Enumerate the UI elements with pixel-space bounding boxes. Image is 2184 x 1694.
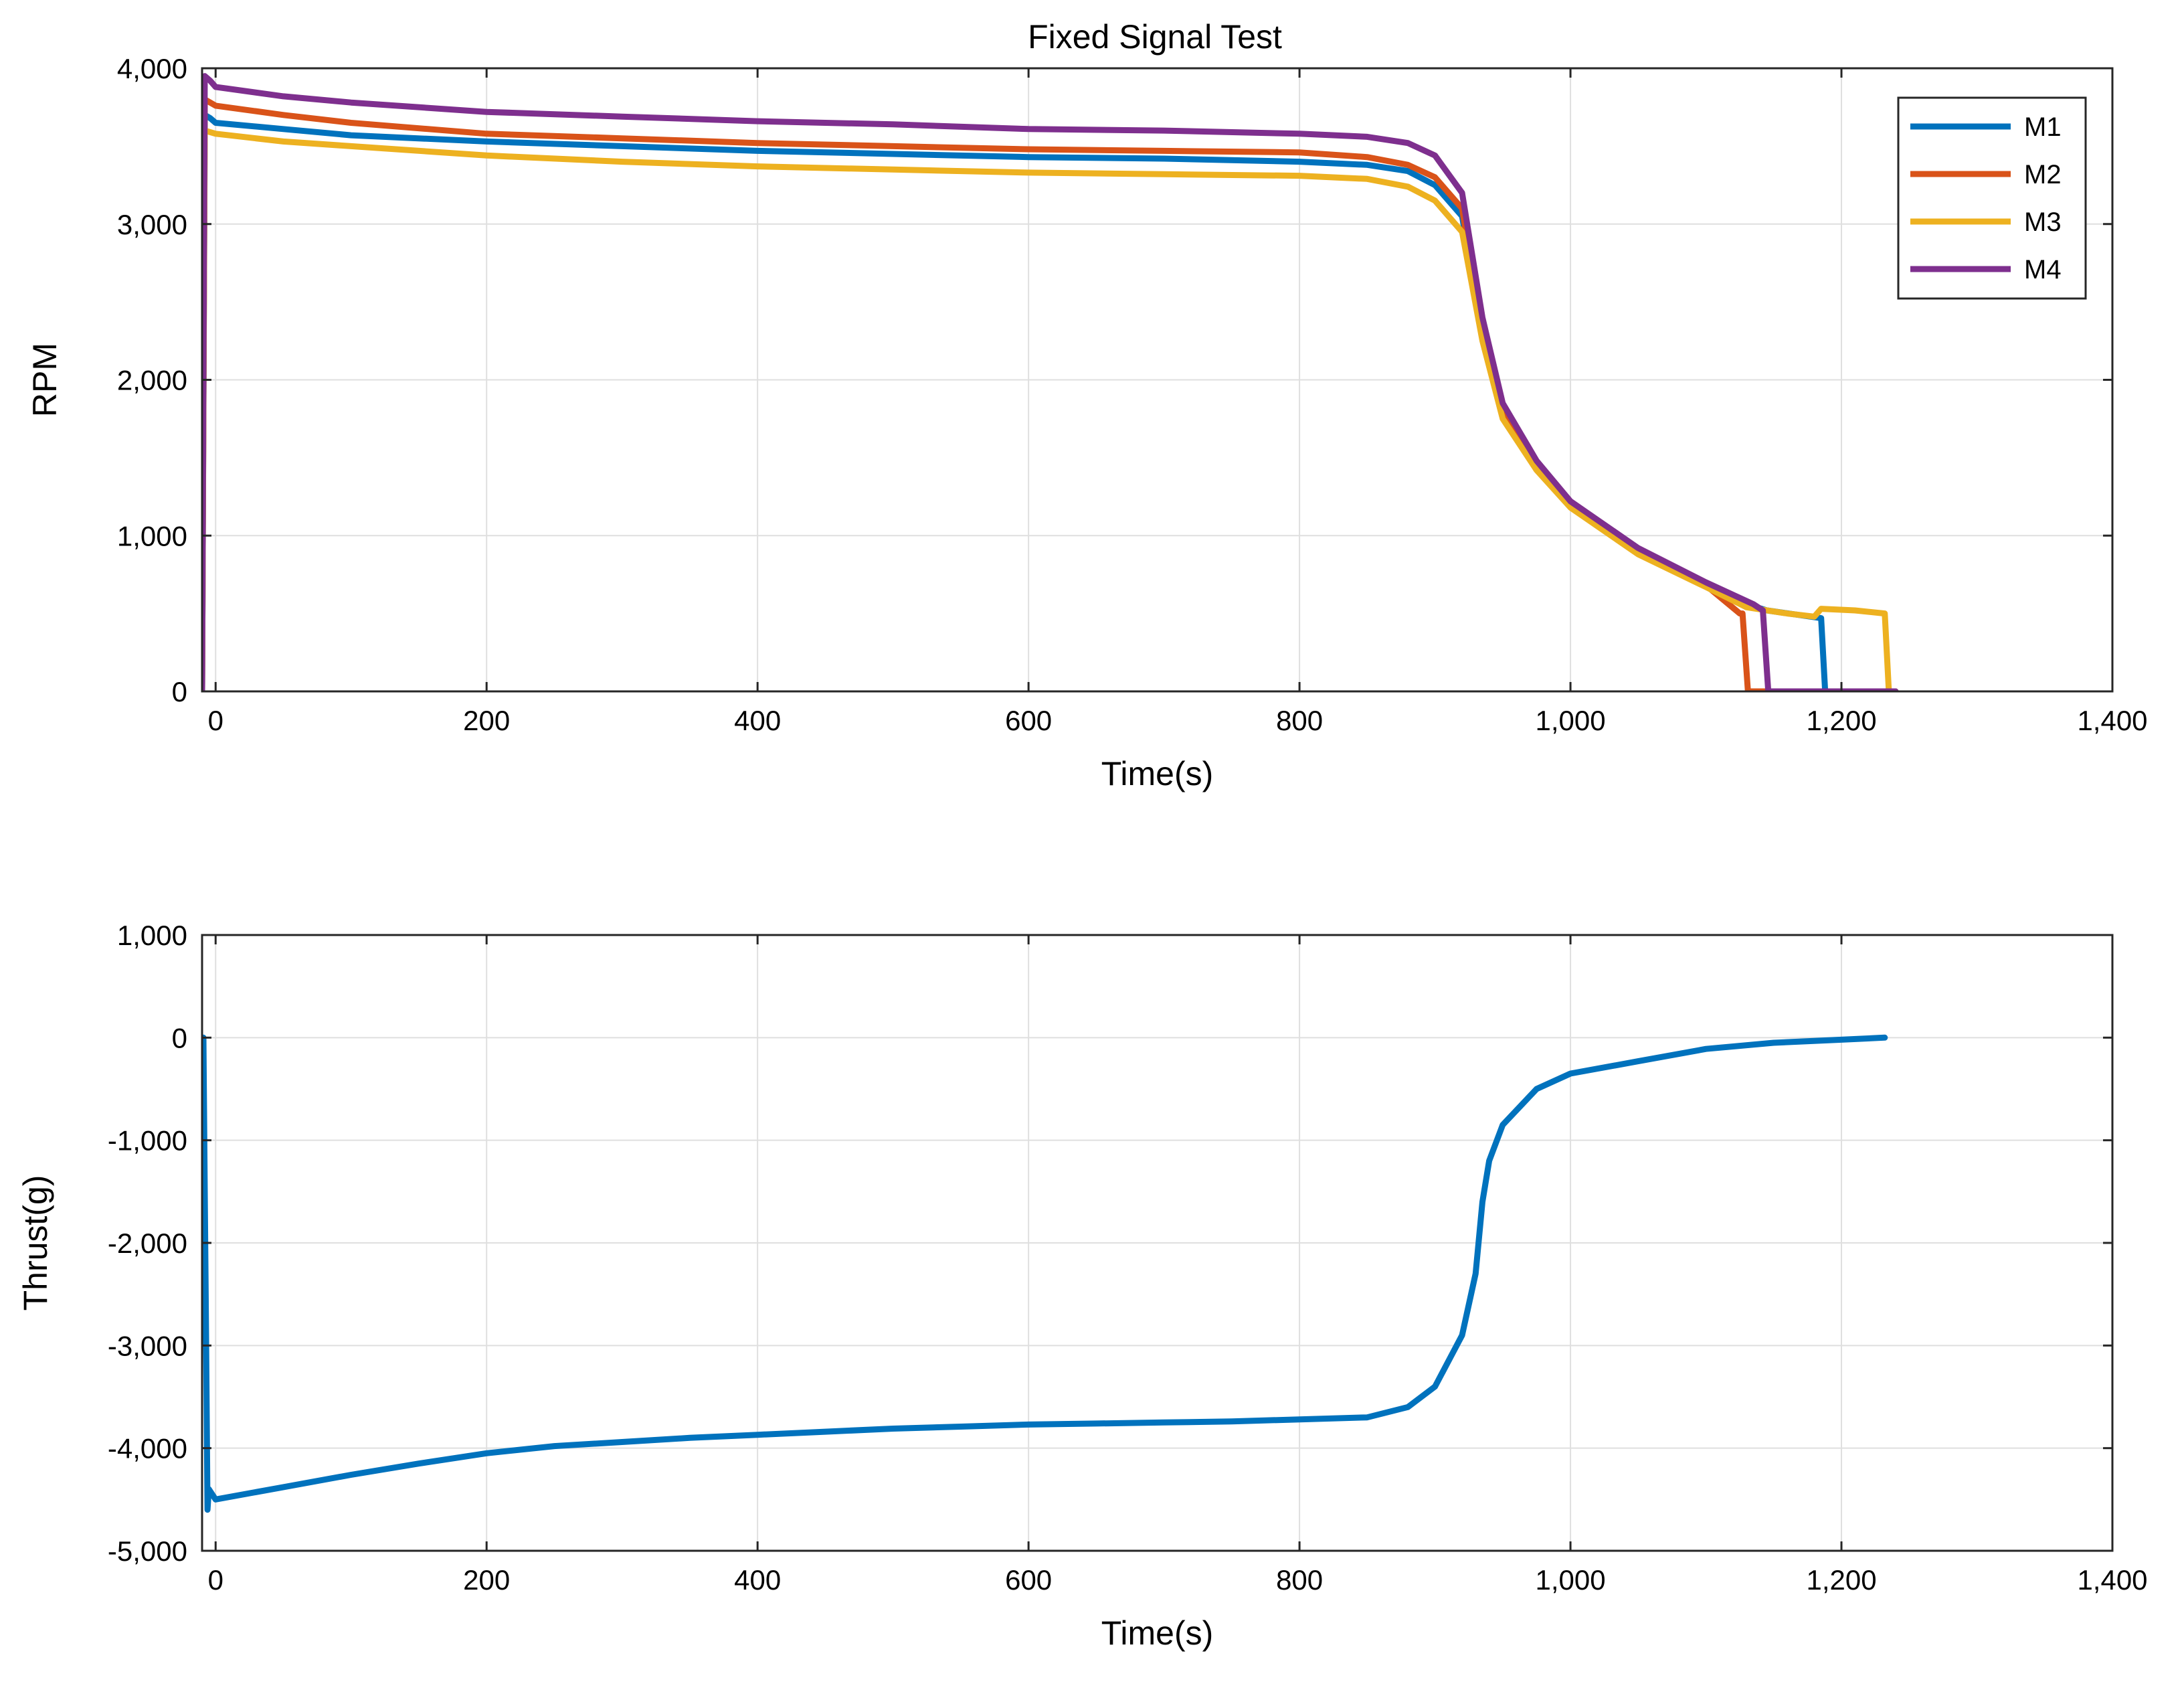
series-line-m3 <box>202 127 1899 691</box>
x-tick-label: 400 <box>734 1564 781 1596</box>
y-axis-label: Thrust(g) <box>17 1175 54 1311</box>
x-tick-label: 1,200 <box>1806 1564 1876 1596</box>
x-axis-label: Time(s) <box>1101 1614 1214 1652</box>
legend-label: M2 <box>2024 160 2062 189</box>
y-tick-label: -3,000 <box>108 1330 187 1361</box>
x-tick-label: 600 <box>1005 1564 1052 1596</box>
y-tick-label: 2,000 <box>117 365 187 396</box>
y-tick-label: -5,000 <box>108 1535 187 1567</box>
rpm-plot: 0 200 400 600 800 1,000 1,200 1,400 0 1,000 2,000 3… <box>26 53 2148 792</box>
series-group <box>202 73 1899 691</box>
y-tick-label: 0 <box>172 676 187 707</box>
x-axis-label: Time(s) <box>1101 755 1214 792</box>
x-tick-label: 800 <box>1276 1564 1323 1596</box>
y-tick-label: 1,000 <box>117 520 187 552</box>
y-tick-label: 4,000 <box>117 53 187 84</box>
x-tick-label: 1,000 <box>1536 705 1606 736</box>
x-tick-label: 200 <box>463 1564 510 1596</box>
thrust-plot: 0 200 400 600 800 1,000 1,200 1,400 -5,000 -4,000… <box>17 920 2148 1652</box>
x-tick-label: 800 <box>1276 705 1323 736</box>
x-tick-label: 600 <box>1005 705 1052 736</box>
y-axis-label: RPM <box>26 343 64 417</box>
series-line-m4 <box>202 73 1899 691</box>
figure-title: Fixed Signal Test <box>1028 18 1282 56</box>
legend-label: M1 <box>2024 112 2062 142</box>
legend-label: M4 <box>2024 255 2062 284</box>
series-group <box>202 1034 1888 1513</box>
y-tick-label: 1,000 <box>117 920 187 951</box>
legend-box <box>1897 96 2087 300</box>
legend-label: M3 <box>2024 207 2062 237</box>
x-tick-label: 1,000 <box>1536 1564 1606 1596</box>
y-tick-label: -2,000 <box>108 1227 187 1259</box>
x-tick-label: 400 <box>734 705 781 736</box>
x-tick-label: 0 <box>208 1564 223 1596</box>
x-tick-label: 1,400 <box>2077 705 2147 736</box>
x-tick-label: 1,400 <box>2077 1564 2147 1596</box>
x-tick-label: 0 <box>208 705 223 736</box>
x-tick-label: 200 <box>463 705 510 736</box>
x-tick-label: 1,200 <box>1806 705 1876 736</box>
legend: M1 M2 M3 M4 <box>1897 96 2087 300</box>
series-line-thrust <box>202 1034 1888 1513</box>
y-tick-label: -1,000 <box>108 1125 187 1157</box>
y-tick-label: -4,000 <box>108 1433 187 1464</box>
series-line-m2 <box>202 96 1899 691</box>
y-tick-label: 3,000 <box>117 209 187 240</box>
series-line-m1 <box>202 112 1899 691</box>
y-tick-label: 0 <box>172 1022 187 1053</box>
